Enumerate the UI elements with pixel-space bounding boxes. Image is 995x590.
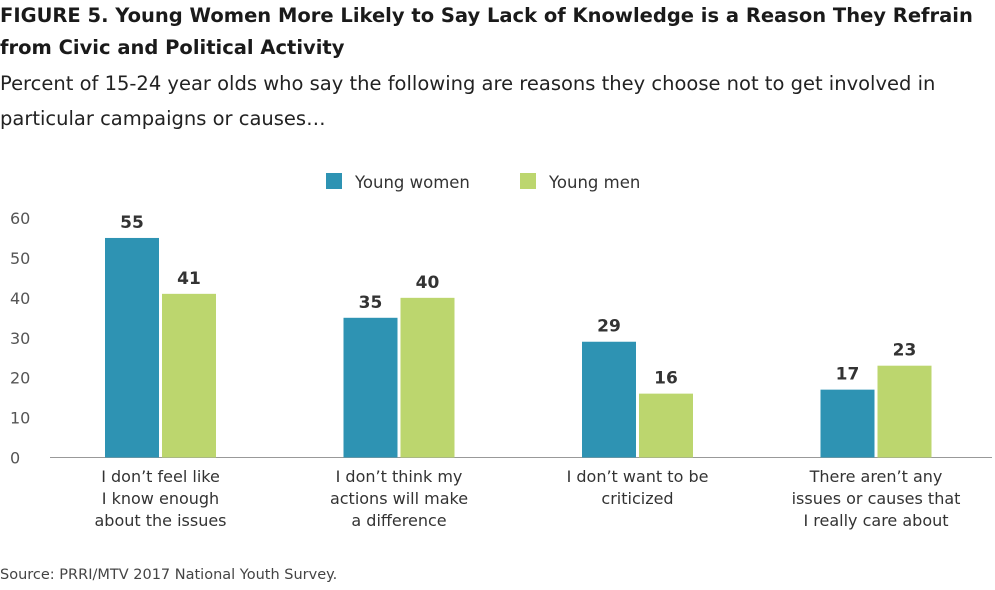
x-category-label-line: I really care about bbox=[803, 511, 948, 530]
bar-young-men-4 bbox=[877, 365, 932, 458]
source-note: Source: PRRI/MTV 2017 National Youth Sur… bbox=[0, 567, 338, 583]
y-tick-label: 60 bbox=[10, 209, 30, 228]
legend-label-young-men: Young men bbox=[548, 173, 640, 192]
data-label-young-men-2: 40 bbox=[416, 273, 440, 293]
data-label-young-men-1: 41 bbox=[177, 269, 201, 289]
bar-young-women-3 bbox=[582, 341, 636, 458]
x-category-label-line: criticized bbox=[601, 489, 673, 508]
bar-young-men-3 bbox=[639, 393, 693, 458]
legend: Young women Young men bbox=[326, 173, 640, 192]
x-category-label-1: I don’t feel like I know enough about the … bbox=[94, 467, 226, 530]
y-tick-label: 30 bbox=[10, 329, 30, 348]
x-category-label-4: There aren’t any issues or causes that I r… bbox=[792, 467, 961, 530]
data-label-young-women-1: 55 bbox=[120, 213, 144, 233]
y-tick-label: 10 bbox=[10, 409, 30, 428]
y-tick-label: 20 bbox=[10, 369, 30, 388]
chart-subtitle: Percent of 15-24 year olds who say the f… bbox=[0, 72, 936, 130]
chart-title: FIGURE 5. Young Women More Likely to Say… bbox=[0, 4, 973, 59]
data-label-young-men-4: 23 bbox=[893, 341, 917, 361]
x-category-label-line: I don’t feel like bbox=[101, 467, 220, 486]
bar-young-men-1 bbox=[162, 293, 216, 458]
x-category-label-line: I know enough bbox=[102, 489, 219, 508]
bar-young-women-4 bbox=[820, 389, 875, 458]
data-label-young-men-3: 16 bbox=[654, 369, 678, 389]
x-category-label-line: I don’t want to be bbox=[567, 467, 709, 486]
data-label-young-women-3: 29 bbox=[597, 317, 621, 337]
x-category-label-line: a difference bbox=[351, 511, 446, 530]
legend-swatch-young-women bbox=[326, 173, 342, 189]
x-category-label-line: actions will make bbox=[330, 489, 468, 508]
x-category-label-line: issues or causes that bbox=[792, 489, 961, 508]
x-category-label-2: I don’t think my actions will make a diffe… bbox=[330, 467, 468, 530]
bar-young-women-1 bbox=[105, 237, 159, 458]
x-category-label-line: There aren’t any bbox=[809, 467, 943, 486]
bars: 55 41 35 40 29 16 17 23 bbox=[105, 213, 932, 458]
data-label-young-women-2: 35 bbox=[359, 293, 383, 313]
legend-label-young-women: Young women bbox=[354, 173, 470, 192]
y-tick-label: 0 bbox=[10, 449, 20, 468]
y-tick-label: 40 bbox=[10, 289, 30, 308]
y-tick-label: 50 bbox=[10, 249, 30, 268]
x-category-label-line: I don’t think my bbox=[336, 467, 463, 486]
bar-young-women-2 bbox=[343, 317, 398, 458]
data-label-young-women-4: 17 bbox=[836, 365, 860, 385]
y-axis: 0 10 20 30 40 50 60 bbox=[10, 209, 30, 468]
x-category-label-line: about the issues bbox=[94, 511, 226, 530]
x-axis-labels: I don’t feel like I know enough about the … bbox=[94, 467, 960, 530]
bar-young-men-2 bbox=[400, 297, 455, 458]
legend-swatch-young-men bbox=[520, 173, 536, 189]
x-category-label-3: I don’t want to be criticized bbox=[567, 467, 709, 508]
